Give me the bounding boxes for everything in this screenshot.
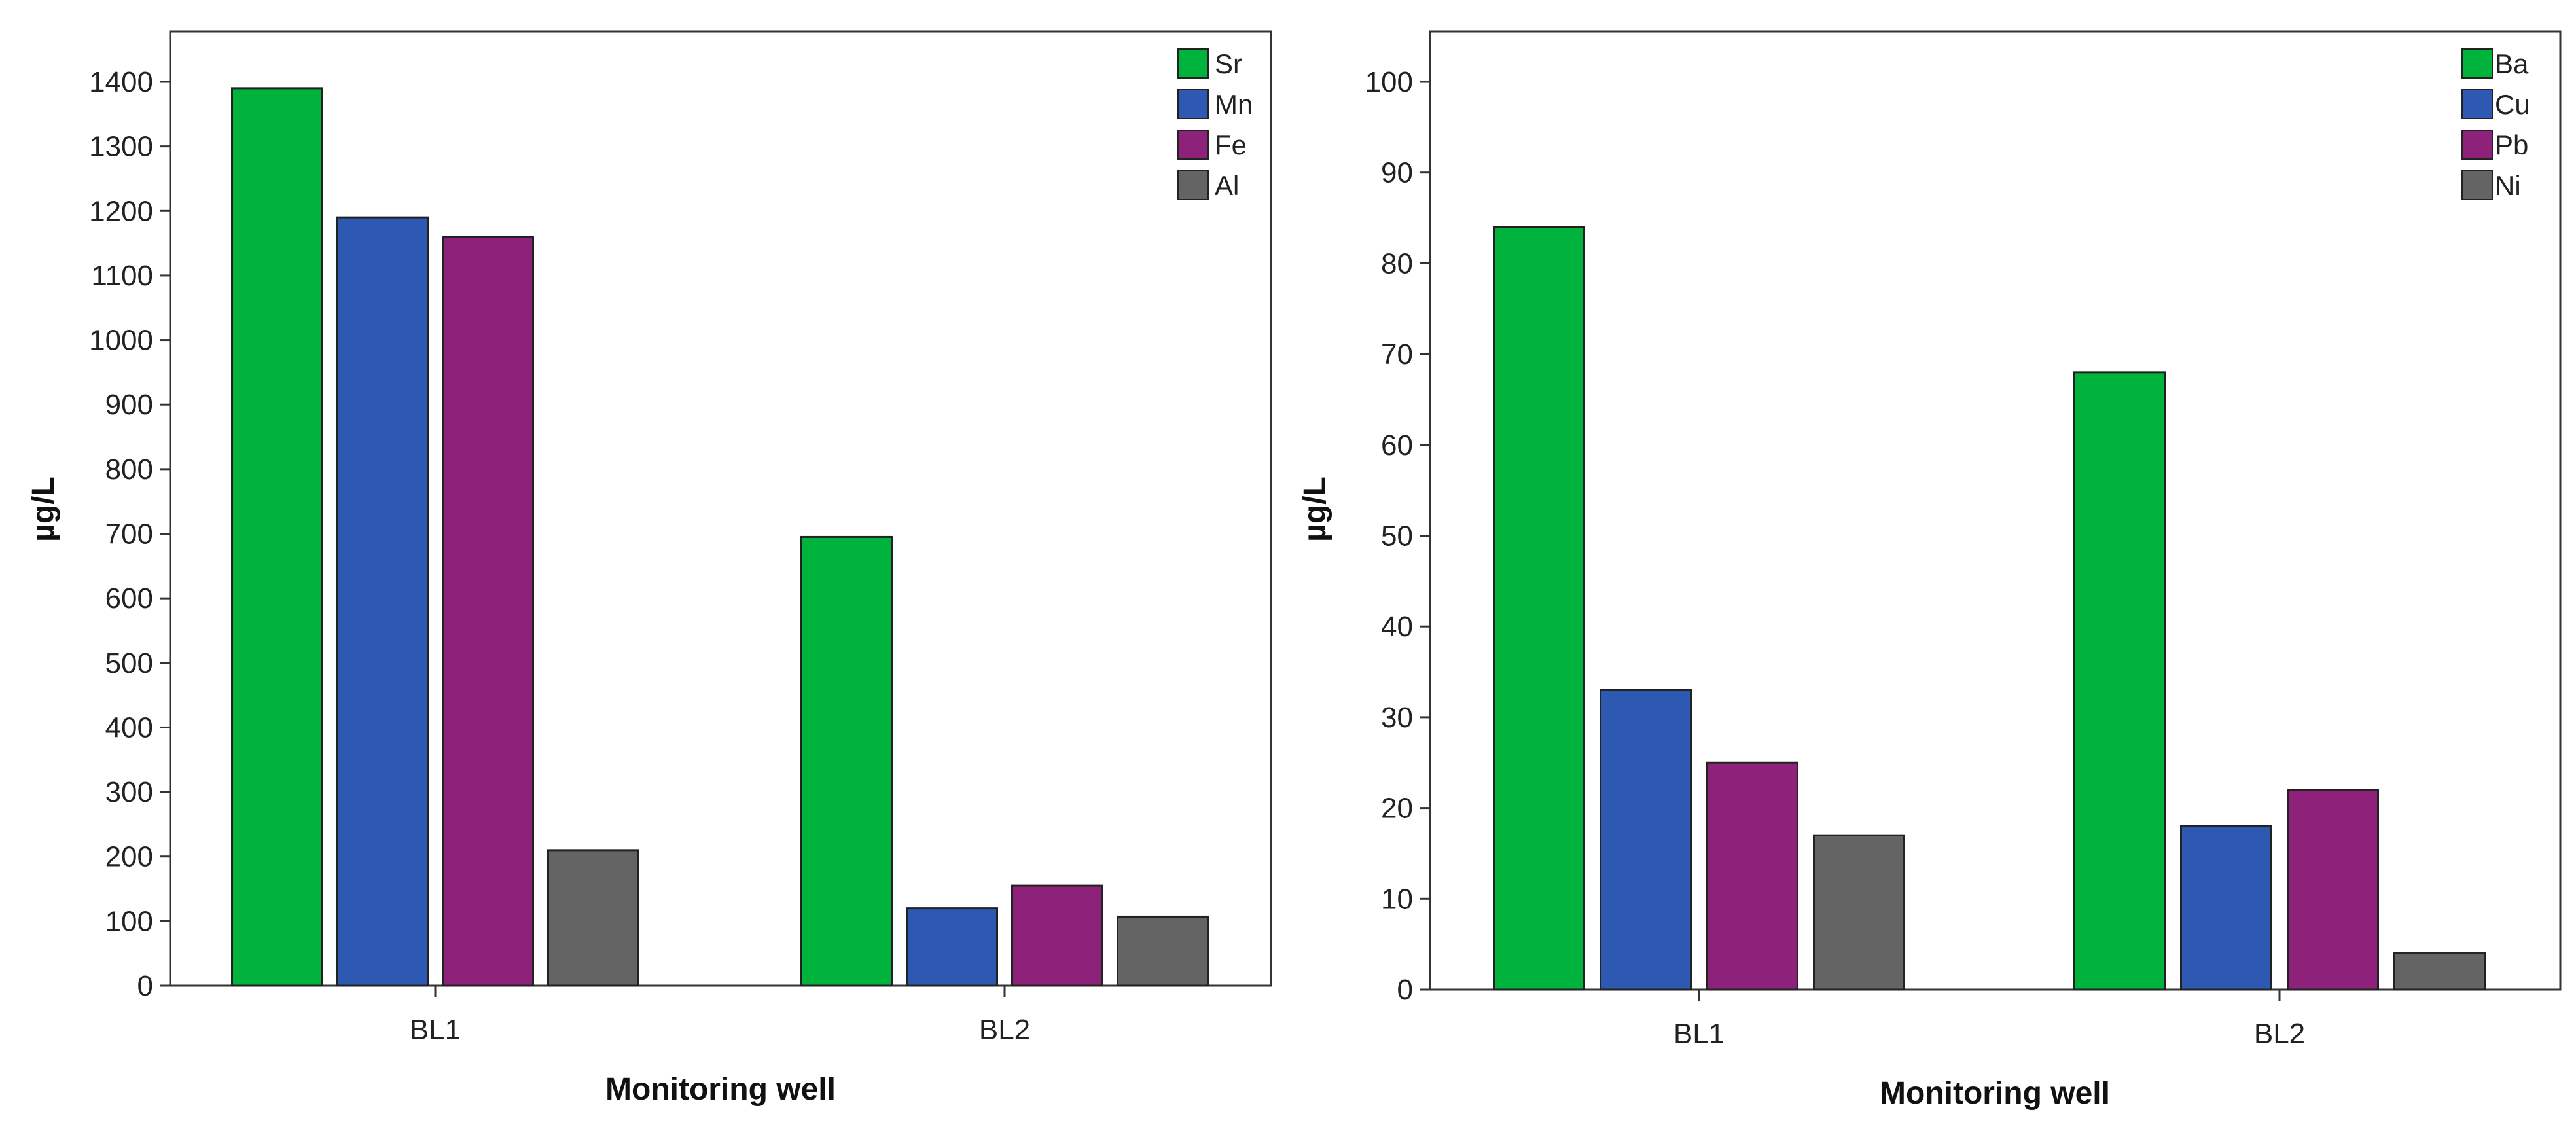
y-tick-label: 1000 — [89, 325, 153, 357]
bars — [1493, 226, 2486, 991]
legend-swatch-ni — [2461, 170, 2493, 200]
legend-label-al: Al — [1215, 170, 1239, 201]
y-tick-label: 50 — [1381, 520, 1413, 552]
legend-swatch-sr — [1177, 48, 1209, 79]
legend: Ba Cu Pb Ni — [2461, 48, 2530, 201]
bar-mn-bl2 — [906, 907, 998, 987]
y-tick-label: 400 — [105, 711, 153, 744]
x-tick-label: BL1 — [1673, 1018, 1725, 1050]
y-tick-label: 70 — [1381, 338, 1413, 370]
bar-fe-bl2 — [1011, 884, 1103, 987]
bar-ni-bl1 — [1813, 834, 1905, 991]
bar-cu-bl2 — [2180, 825, 2272, 991]
bar-al-bl2 — [1117, 915, 1209, 987]
legend-label-ni: Ni — [2495, 170, 2521, 201]
x-axis: BL1 BL2 — [410, 986, 1030, 1046]
y-tick-label: 0 — [1397, 974, 1413, 1006]
bar-sr-bl1 — [231, 87, 323, 987]
y-axis: 0 100 200 300 400 500 600 700 800 900 1000 1100 1200… — [89, 66, 170, 1002]
bar-mn-bl1 — [336, 216, 429, 987]
bar-sr-bl2 — [800, 535, 893, 987]
legend-label-ba: Ba — [2495, 48, 2529, 79]
legend-swatch-mn — [1177, 89, 1209, 119]
legend-label-cu: Cu — [2495, 89, 2530, 120]
legend-swatch-fe — [1177, 130, 1209, 160]
legend: Sr Mn Fe Al — [1177, 48, 1253, 201]
x-tick-label: BL2 — [979, 1014, 1030, 1046]
y-tick-label: 800 — [105, 454, 153, 486]
x-axis: BL1 BL2 — [1673, 990, 2305, 1050]
y-tick-label: 900 — [105, 389, 153, 421]
legend-swatch-pb — [2461, 130, 2493, 160]
y-axis-title: µg/L — [1298, 476, 1333, 542]
y-tick-label: 80 — [1381, 247, 1413, 279]
bar-ba-bl1 — [1493, 226, 1585, 991]
x-tick-label: BL1 — [410, 1014, 461, 1046]
legend-label-pb: Pb — [2495, 130, 2528, 160]
bar-cu-bl1 — [1600, 689, 1692, 991]
y-tick-label: 40 — [1381, 611, 1413, 643]
y-tick-label: 30 — [1381, 702, 1413, 734]
bars — [231, 87, 1209, 987]
plot-frame — [169, 30, 1272, 987]
bar-ba-bl2 — [2073, 371, 2166, 991]
x-axis-title: Monitoring well — [605, 1072, 836, 1107]
y-tick-label: 700 — [105, 518, 153, 550]
legend-label-sr: Sr — [1215, 48, 1242, 79]
y-tick-label: 100 — [1365, 66, 1413, 98]
y-tick-label: 60 — [1381, 429, 1413, 461]
y-tick-label: 20 — [1381, 793, 1413, 825]
bar-pb-bl1 — [1706, 761, 1798, 991]
bar-fe-bl1 — [442, 236, 534, 987]
y-tick-label: 100 — [105, 905, 153, 937]
bar-al-bl1 — [547, 849, 639, 987]
x-tick-label: BL2 — [2254, 1018, 2305, 1050]
legend-swatch-al — [1177, 170, 1209, 200]
y-axis-title: µg/L — [26, 476, 61, 542]
y-tick-label: 1200 — [89, 195, 153, 227]
y-tick-label: 1300 — [89, 131, 153, 163]
y-tick-label: 1400 — [89, 66, 153, 98]
bar-pb-bl2 — [2287, 789, 2379, 991]
y-tick-label: 300 — [105, 776, 153, 808]
y-tick-label: 1100 — [91, 260, 153, 292]
y-axis: 0 10 20 30 40 50 60 70 80 90 100 — [1365, 66, 1430, 1006]
y-tick-label: 200 — [105, 841, 153, 873]
x-axis-title: Monitoring well — [1880, 1076, 2110, 1111]
legend-label-mn: Mn — [1215, 89, 1253, 120]
bar-ni-bl2 — [2393, 952, 2486, 991]
y-tick-label: 600 — [105, 583, 153, 615]
plot-frame — [1429, 30, 2562, 991]
y-tick-label: 500 — [105, 647, 153, 679]
y-tick-label: 0 — [137, 970, 153, 1002]
chart-right: 0 10 20 30 40 50 60 70 80 90 100 BL1 BL2 Ba Cu Pb Ni M… — [1298, 30, 2562, 1111]
legend-swatch-ba — [2461, 48, 2493, 79]
chart-left: 0 100 200 300 400 500 600 700 800 900 1000 1100 1200… — [26, 30, 1272, 1107]
y-tick-label: 90 — [1381, 157, 1413, 189]
y-tick-label: 10 — [1381, 883, 1413, 915]
legend-swatch-cu — [2461, 89, 2493, 119]
legend-label-fe: Fe — [1215, 130, 1247, 160]
